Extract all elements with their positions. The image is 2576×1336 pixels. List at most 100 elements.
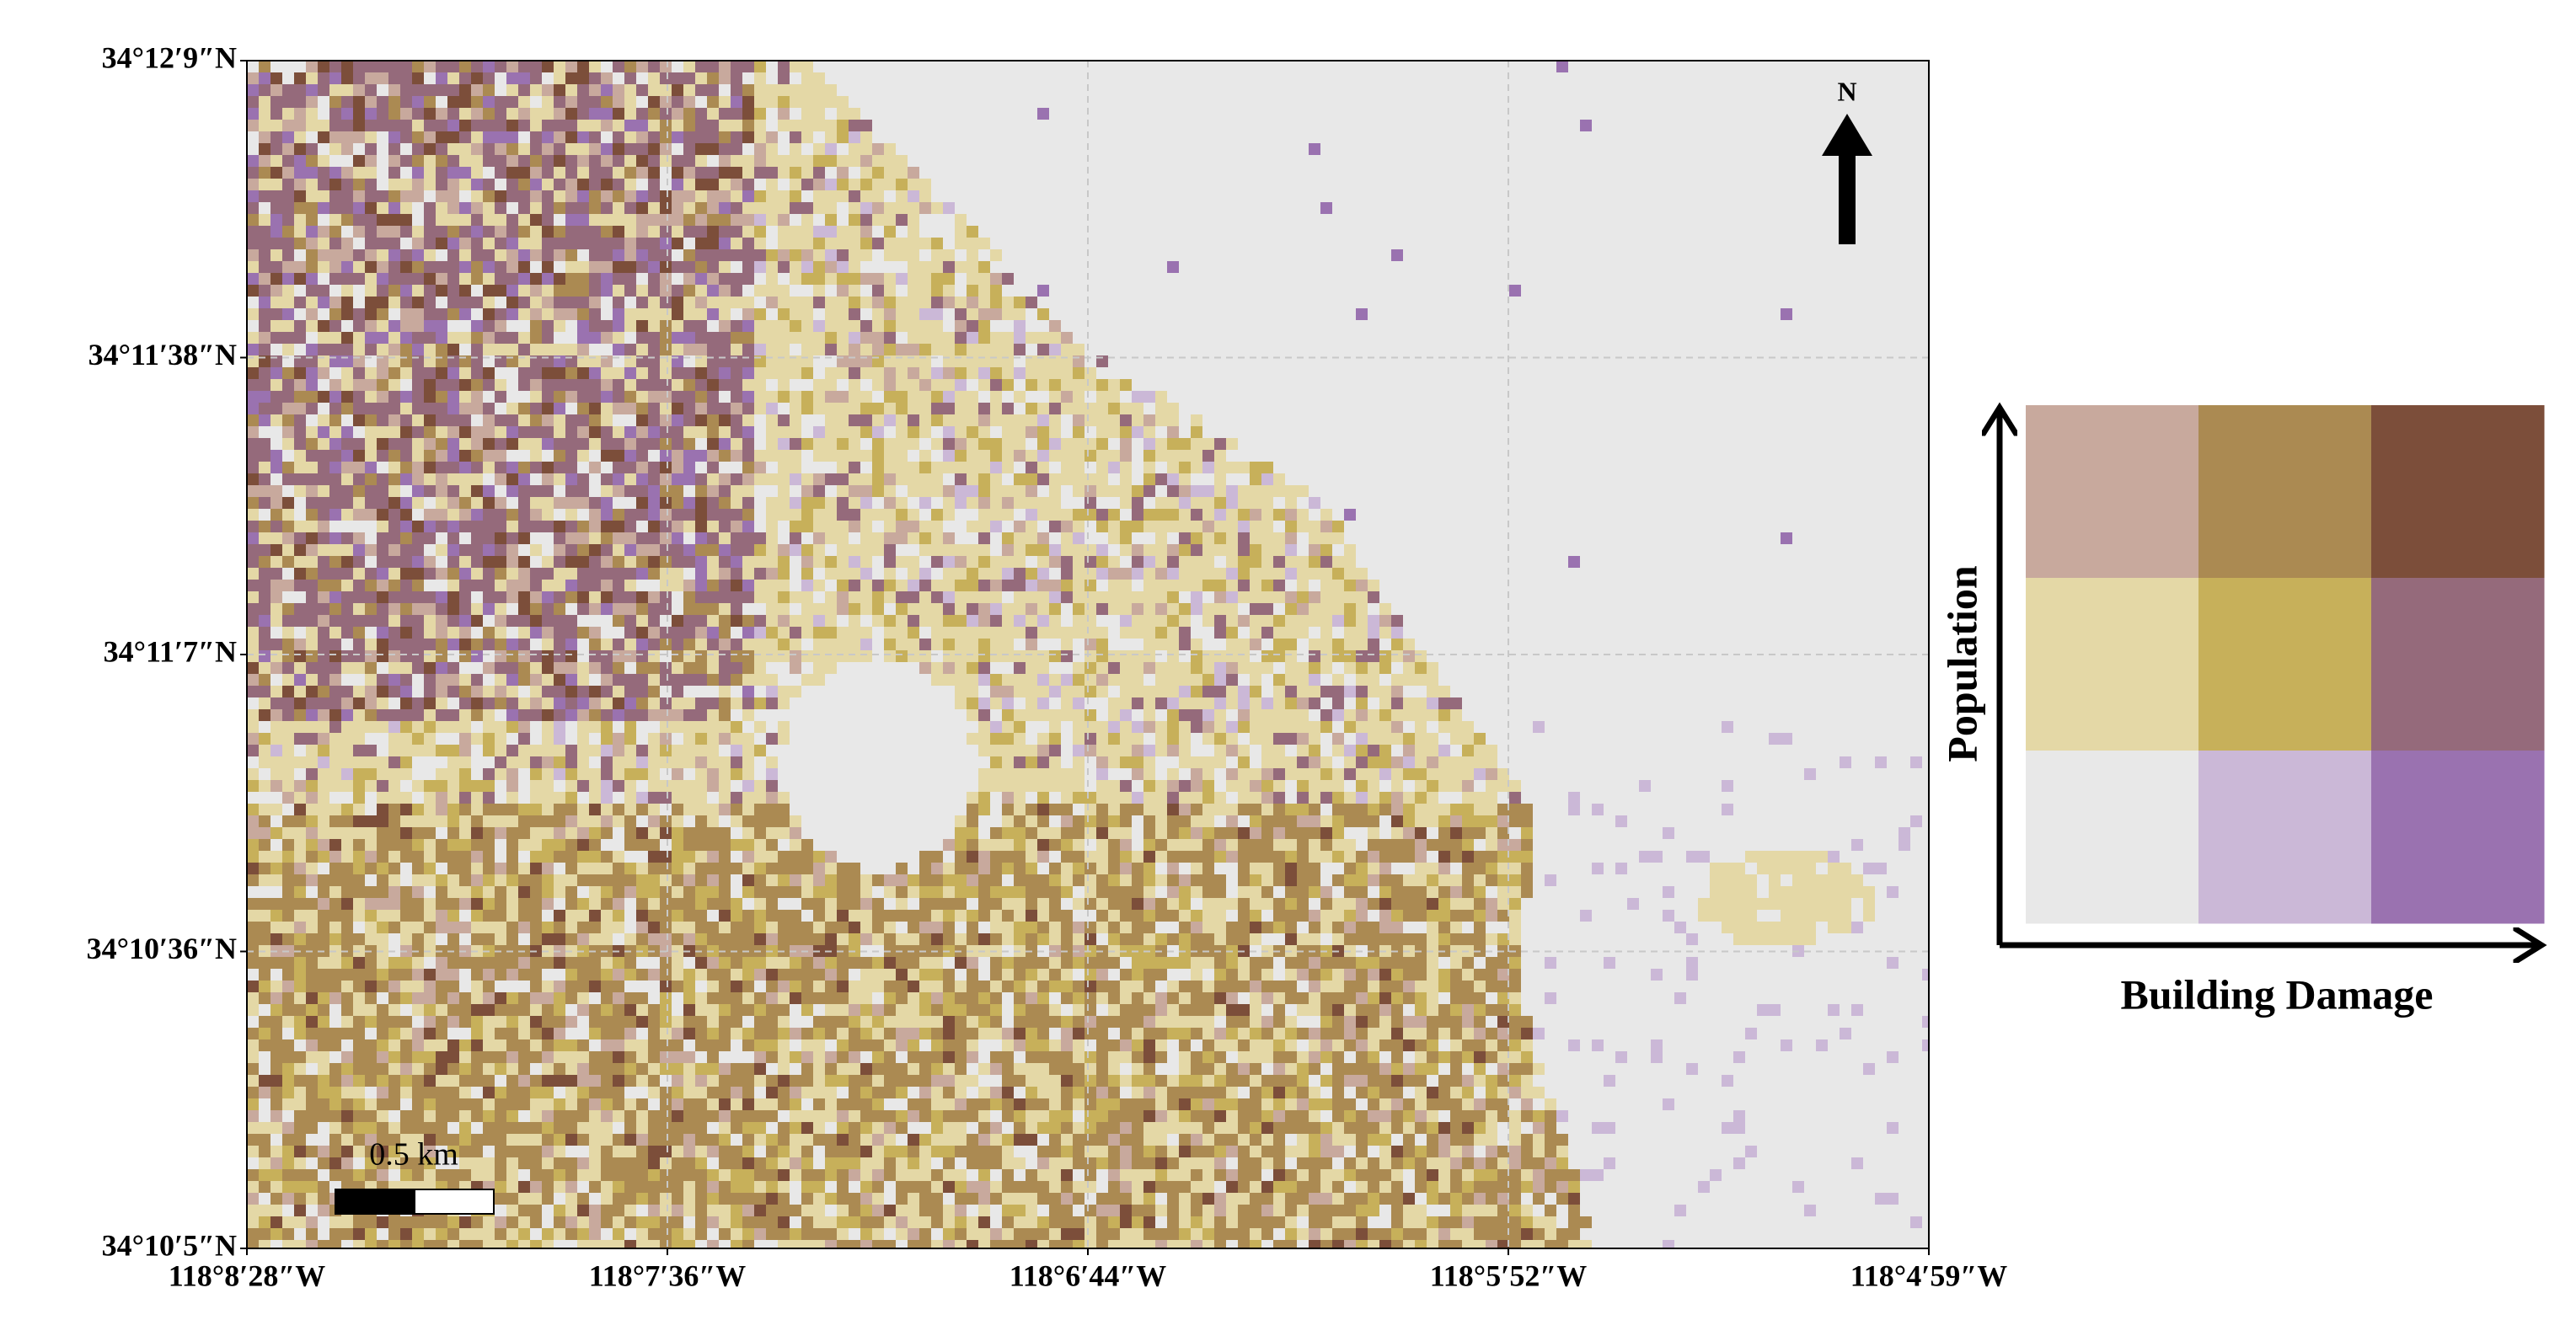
raster-cell	[919, 403, 931, 414]
raster-cell	[624, 473, 636, 485]
raster-cell	[1238, 780, 1250, 792]
raster-cell	[341, 297, 353, 308]
raster-cell	[919, 344, 931, 355]
raster-cell	[388, 544, 400, 556]
raster-cell	[754, 84, 766, 96]
raster-cell	[719, 756, 731, 768]
raster-cell	[884, 226, 896, 238]
raster-cell	[1096, 603, 1108, 615]
raster-cell	[955, 650, 967, 662]
raster-cell	[1049, 426, 1061, 438]
raster-cell	[931, 379, 943, 391]
raster-cell	[790, 580, 801, 591]
raster-cell	[648, 249, 660, 261]
raster-cell	[719, 332, 731, 344]
raster-cell	[565, 768, 577, 780]
raster-cell	[412, 332, 424, 344]
raster-cell	[1014, 863, 1026, 874]
raster-cell	[683, 273, 695, 285]
raster-cell	[506, 615, 518, 627]
raster-cell	[1202, 603, 1214, 615]
raster-cell	[306, 285, 318, 297]
raster-cell	[601, 320, 613, 332]
raster-cell	[837, 863, 849, 874]
raster-cell	[624, 721, 636, 733]
raster-cell	[1002, 863, 1014, 874]
raster-cell	[447, 532, 459, 544]
raster-cell	[542, 568, 554, 580]
raster-cell	[589, 214, 601, 226]
raster-cell	[943, 532, 955, 544]
raster-cell	[967, 497, 978, 509]
raster-cell	[306, 591, 318, 603]
raster-cell	[341, 462, 353, 473]
raster-cell	[1202, 851, 1214, 863]
raster-cell	[1309, 863, 1320, 874]
raster-cell	[247, 580, 259, 591]
raster-cell	[329, 650, 341, 662]
raster-cell	[683, 473, 695, 485]
raster-cell	[719, 403, 731, 414]
raster-cell	[1592, 863, 1604, 874]
raster-cell	[318, 131, 329, 143]
raster-cell	[1002, 815, 1014, 827]
raster-cell	[1132, 745, 1143, 756]
raster-cell	[306, 863, 318, 874]
raster-cell	[1049, 414, 1061, 426]
raster-cell	[1002, 721, 1014, 733]
raster-cell	[1084, 745, 1096, 756]
raster-cell	[282, 745, 294, 756]
raster-cell	[790, 261, 801, 273]
raster-cell	[270, 450, 282, 462]
raster-cell	[247, 249, 259, 261]
raster-cell	[247, 238, 259, 249]
raster-cell	[1014, 804, 1026, 815]
raster-cell	[1132, 768, 1143, 780]
raster-cell	[1309, 662, 1320, 674]
raster-cell	[766, 450, 778, 462]
raster-cell	[318, 568, 329, 580]
raster-cell	[318, 249, 329, 261]
raster-cell	[388, 674, 400, 686]
raster-cell	[1285, 792, 1297, 804]
raster-cell	[1403, 674, 1415, 686]
raster-cell	[483, 308, 495, 320]
raster-cell	[990, 756, 1002, 768]
raster-cell	[247, 627, 259, 639]
raster-cell	[872, 532, 884, 544]
raster-cell	[1273, 615, 1285, 627]
raster-cell	[306, 580, 318, 591]
raster-cell	[1403, 780, 1415, 792]
raster-cell	[660, 238, 672, 249]
raster-cell	[1368, 709, 1379, 721]
raster-cell	[542, 403, 554, 414]
raster-cell	[424, 627, 436, 639]
raster-cell	[306, 403, 318, 414]
raster-cell	[1108, 745, 1120, 756]
raster-cell	[447, 332, 459, 344]
raster-cell	[247, 709, 259, 721]
raster-cell	[1781, 532, 1792, 544]
raster-cell	[282, 839, 294, 851]
raster-cell	[1026, 509, 1037, 521]
raster-cell	[542, 792, 554, 804]
raster-cell	[636, 497, 648, 509]
raster-cell	[849, 591, 860, 603]
raster-cell	[1297, 686, 1309, 697]
raster-cell	[660, 721, 672, 733]
raster-cell	[695, 308, 707, 320]
raster-cell	[388, 639, 400, 650]
raster-cell	[778, 414, 790, 426]
raster-cell	[377, 108, 388, 120]
raster-cell	[1167, 639, 1179, 650]
raster-cell	[967, 391, 978, 403]
raster-cell	[1261, 686, 1273, 697]
raster-cell	[1556, 61, 1568, 72]
raster-cell	[318, 662, 329, 674]
raster-cell	[636, 627, 648, 639]
raster-cell	[672, 639, 683, 650]
raster-cell	[731, 167, 742, 179]
raster-cell	[365, 438, 377, 450]
raster-cell	[943, 627, 955, 639]
raster-cell	[259, 591, 270, 603]
